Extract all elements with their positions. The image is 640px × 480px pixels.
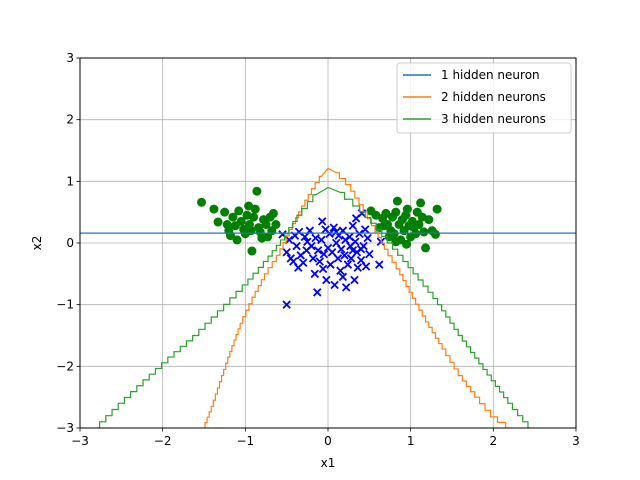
scatter-point-circle (247, 246, 257, 256)
circle-marker-points (197, 186, 442, 256)
scatter-point-circle (381, 208, 391, 218)
scatter-point-x (307, 241, 316, 251)
plot-content (80, 167, 576, 428)
scatter-point-circle (379, 221, 389, 231)
scatter-point-x (333, 254, 343, 263)
scatter-point-circle (234, 206, 244, 216)
scatter-point-x (311, 233, 320, 243)
scatter-point-x (332, 227, 341, 237)
scatter-point-circle (220, 207, 230, 217)
scatter-point-circle (209, 204, 219, 214)
scatter-point-x (317, 235, 326, 245)
y-tick-label: 2 (66, 113, 74, 127)
x-marker-points (278, 209, 386, 309)
scatter-point-x (322, 275, 331, 285)
scatter-point-circle (232, 235, 242, 245)
scatter-point-circle (416, 198, 426, 208)
scatter-point-circle (424, 215, 434, 225)
scatter-point-circle (271, 220, 281, 229)
scatter-point-circle (419, 227, 429, 237)
scatter-point-x (308, 254, 318, 263)
scatter-point-x (282, 248, 291, 257)
x-tick-label: −2 (154, 434, 172, 448)
scatter-point-circle (228, 212, 238, 222)
scatter-point-circle (414, 220, 424, 229)
legend-box (396, 62, 572, 134)
x-tick-label: −1 (236, 434, 254, 448)
scatter-point-x (338, 272, 348, 282)
legend: 1 hidden neuron 2 hidden neurons 3 hidden … (396, 62, 572, 134)
scatter-point-x (355, 229, 364, 238)
scatter-point-x (361, 262, 371, 271)
scatter-point-x (350, 275, 359, 285)
scatter-point-x (298, 258, 308, 267)
scatter-point-x (348, 246, 358, 255)
axis-ticks: −3 −2 −1 0 1 2 3 −3 −2 −1 0 1 2 3 (56, 51, 580, 448)
x-tick-label: 3 (572, 434, 580, 448)
scatter-point-circle (402, 239, 412, 249)
y-tick-label: −2 (56, 359, 74, 373)
x-tick-label: 2 (490, 434, 498, 448)
y-tick-label: 0 (66, 236, 74, 250)
scatter-point-x (310, 269, 320, 279)
scatter-point-circle (421, 243, 431, 253)
scatter-point-x (318, 264, 328, 274)
scatter-point-x (348, 221, 358, 230)
scatter-point-circle (268, 208, 278, 218)
x-axis-label: x1 (321, 456, 336, 470)
scatter-point-x (325, 229, 334, 238)
scatter-point-x (292, 241, 301, 251)
scatter-point-x (336, 244, 346, 254)
x-tick-label: 0 (324, 434, 332, 448)
scatter-point-circle (236, 216, 246, 226)
scatter-point-circle (402, 204, 412, 214)
scatter-point-x (353, 263, 362, 272)
y-axis-label: x2 (30, 236, 44, 251)
x-tick-label: 1 (407, 434, 415, 448)
scatter-point-x (326, 260, 335, 269)
legend-label-3: 3 hidden neurons (441, 112, 546, 126)
legend-label-1: 1 hidden neuron (441, 68, 540, 82)
scatter-point-circle (389, 229, 399, 239)
x-tick-label: −3 (71, 434, 89, 448)
scatter-point-circle (213, 217, 223, 227)
scatter-point-x (319, 249, 329, 259)
scatter-point-circle (261, 220, 271, 229)
scatter-point-x (375, 260, 384, 269)
scatter-point-circle (392, 196, 402, 206)
scatter-point-circle (197, 197, 207, 207)
scatter-point-circle (250, 204, 260, 214)
scatter-point-circle (432, 204, 442, 214)
scatter-point-x (315, 257, 324, 266)
scatter-point-circle (391, 237, 401, 247)
scatter-point-x (330, 280, 339, 290)
scatter-point-x (360, 225, 370, 234)
scatter-point-circle (249, 212, 259, 222)
scatter-point-circle (252, 186, 262, 196)
scatter-point-x (363, 233, 372, 243)
scatter-point-circle (411, 229, 421, 239)
scatter-point-x (356, 244, 366, 254)
y-tick-label: −3 (56, 421, 74, 435)
scatter-point-x (282, 300, 291, 309)
boundary-line-2 (204, 167, 510, 428)
scatter-point-x (340, 251, 349, 260)
scatter-point-x (365, 249, 374, 259)
y-tick-label: 1 (66, 174, 74, 188)
scatter-point-x (336, 266, 345, 275)
scatter-point-circle (391, 207, 401, 217)
scatter-point-x (329, 223, 339, 232)
boundary-line-3 (96, 186, 531, 428)
scatter-point-x (313, 246, 323, 255)
scatter-point-x (343, 260, 353, 269)
scatter-point-x (341, 283, 351, 292)
y-tick-label: −1 (56, 298, 74, 312)
scatter-point-x (351, 237, 360, 247)
y-tick-label: 3 (66, 51, 74, 65)
scatter-point-circle (430, 229, 440, 239)
scatter-point-x (313, 288, 322, 297)
legend-label-2: 2 hidden neurons (441, 90, 546, 104)
scatter-point-x (317, 217, 327, 226)
